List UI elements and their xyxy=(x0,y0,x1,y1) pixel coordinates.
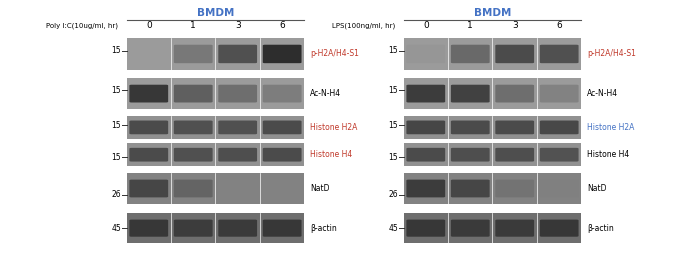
Bar xyxy=(404,143,581,166)
Text: 15: 15 xyxy=(111,46,121,55)
Text: Ac-N-H4: Ac-N-H4 xyxy=(587,89,618,98)
Text: Histone H2A: Histone H2A xyxy=(587,123,634,132)
Text: Histone H2A: Histone H2A xyxy=(310,123,357,132)
Text: 6: 6 xyxy=(279,22,285,30)
FancyBboxPatch shape xyxy=(495,121,534,134)
FancyBboxPatch shape xyxy=(174,45,213,63)
FancyBboxPatch shape xyxy=(218,148,257,161)
Text: 26: 26 xyxy=(111,190,121,199)
FancyBboxPatch shape xyxy=(540,180,579,197)
FancyBboxPatch shape xyxy=(263,45,302,63)
FancyBboxPatch shape xyxy=(495,45,534,63)
FancyBboxPatch shape xyxy=(263,85,302,102)
Text: Poly I:C(10ug/ml, hr): Poly I:C(10ug/ml, hr) xyxy=(47,23,118,29)
Text: Histone H4: Histone H4 xyxy=(310,150,352,159)
Bar xyxy=(127,116,304,139)
Bar xyxy=(404,78,581,109)
Bar xyxy=(404,173,581,204)
Text: 15: 15 xyxy=(389,121,398,129)
FancyBboxPatch shape xyxy=(540,220,579,237)
FancyBboxPatch shape xyxy=(218,85,257,102)
Bar xyxy=(127,143,304,166)
FancyBboxPatch shape xyxy=(451,220,490,237)
FancyBboxPatch shape xyxy=(218,121,257,134)
FancyBboxPatch shape xyxy=(129,121,168,134)
FancyBboxPatch shape xyxy=(451,85,490,102)
FancyBboxPatch shape xyxy=(406,148,445,161)
FancyBboxPatch shape xyxy=(174,148,213,161)
FancyBboxPatch shape xyxy=(263,148,302,161)
FancyBboxPatch shape xyxy=(495,148,534,161)
Text: p-H2A/H4-S1: p-H2A/H4-S1 xyxy=(587,49,635,58)
Bar xyxy=(404,116,581,139)
Text: 3: 3 xyxy=(512,22,518,30)
Text: 45: 45 xyxy=(389,224,398,233)
Text: BMDM: BMDM xyxy=(474,8,511,18)
FancyBboxPatch shape xyxy=(540,45,579,63)
Text: 15: 15 xyxy=(389,86,398,95)
FancyBboxPatch shape xyxy=(129,220,168,237)
FancyBboxPatch shape xyxy=(451,148,490,161)
Text: Ac-N-H4: Ac-N-H4 xyxy=(310,89,341,98)
Text: LPS(100ng/ml, hr): LPS(100ng/ml, hr) xyxy=(332,23,395,29)
FancyBboxPatch shape xyxy=(495,220,534,237)
FancyBboxPatch shape xyxy=(129,45,168,63)
FancyBboxPatch shape xyxy=(495,85,534,102)
FancyBboxPatch shape xyxy=(218,220,257,237)
FancyBboxPatch shape xyxy=(263,220,302,237)
FancyBboxPatch shape xyxy=(218,180,257,197)
FancyBboxPatch shape xyxy=(263,180,302,197)
FancyBboxPatch shape xyxy=(540,148,579,161)
Text: 45: 45 xyxy=(111,224,121,233)
FancyBboxPatch shape xyxy=(540,85,579,102)
FancyBboxPatch shape xyxy=(174,180,213,197)
Text: 15: 15 xyxy=(389,46,398,55)
FancyBboxPatch shape xyxy=(451,121,490,134)
FancyBboxPatch shape xyxy=(129,148,168,161)
Text: 15: 15 xyxy=(389,153,398,161)
Text: NatD: NatD xyxy=(310,184,330,193)
Text: Histone H4: Histone H4 xyxy=(587,150,629,159)
Bar xyxy=(404,38,581,70)
FancyBboxPatch shape xyxy=(406,85,445,102)
Bar xyxy=(127,213,304,243)
FancyBboxPatch shape xyxy=(406,220,445,237)
Text: 15: 15 xyxy=(111,121,121,129)
Bar xyxy=(404,213,581,243)
FancyBboxPatch shape xyxy=(129,180,168,197)
Text: 15: 15 xyxy=(111,86,121,95)
Text: 15: 15 xyxy=(111,153,121,161)
FancyBboxPatch shape xyxy=(495,180,534,197)
FancyBboxPatch shape xyxy=(406,180,445,197)
Text: β-actin: β-actin xyxy=(310,224,337,233)
FancyBboxPatch shape xyxy=(406,45,445,63)
Text: 3: 3 xyxy=(235,22,241,30)
FancyBboxPatch shape xyxy=(174,85,213,102)
Text: 0: 0 xyxy=(423,22,429,30)
Text: 1: 1 xyxy=(467,22,473,30)
FancyBboxPatch shape xyxy=(174,121,213,134)
FancyBboxPatch shape xyxy=(406,121,445,134)
Text: NatD: NatD xyxy=(587,184,607,193)
FancyBboxPatch shape xyxy=(129,85,168,102)
Text: p-H2A/H4-S1: p-H2A/H4-S1 xyxy=(310,49,358,58)
Text: 1: 1 xyxy=(190,22,196,30)
Text: BMDM: BMDM xyxy=(197,8,234,18)
FancyBboxPatch shape xyxy=(263,121,302,134)
Bar xyxy=(127,38,304,70)
FancyBboxPatch shape xyxy=(451,180,490,197)
Text: 26: 26 xyxy=(389,190,398,199)
FancyBboxPatch shape xyxy=(540,121,579,134)
Text: 6: 6 xyxy=(556,22,562,30)
FancyBboxPatch shape xyxy=(218,45,257,63)
FancyBboxPatch shape xyxy=(174,220,213,237)
Bar xyxy=(127,78,304,109)
Text: β-actin: β-actin xyxy=(587,224,614,233)
Bar xyxy=(127,173,304,204)
FancyBboxPatch shape xyxy=(451,45,490,63)
Text: 0: 0 xyxy=(146,22,152,30)
